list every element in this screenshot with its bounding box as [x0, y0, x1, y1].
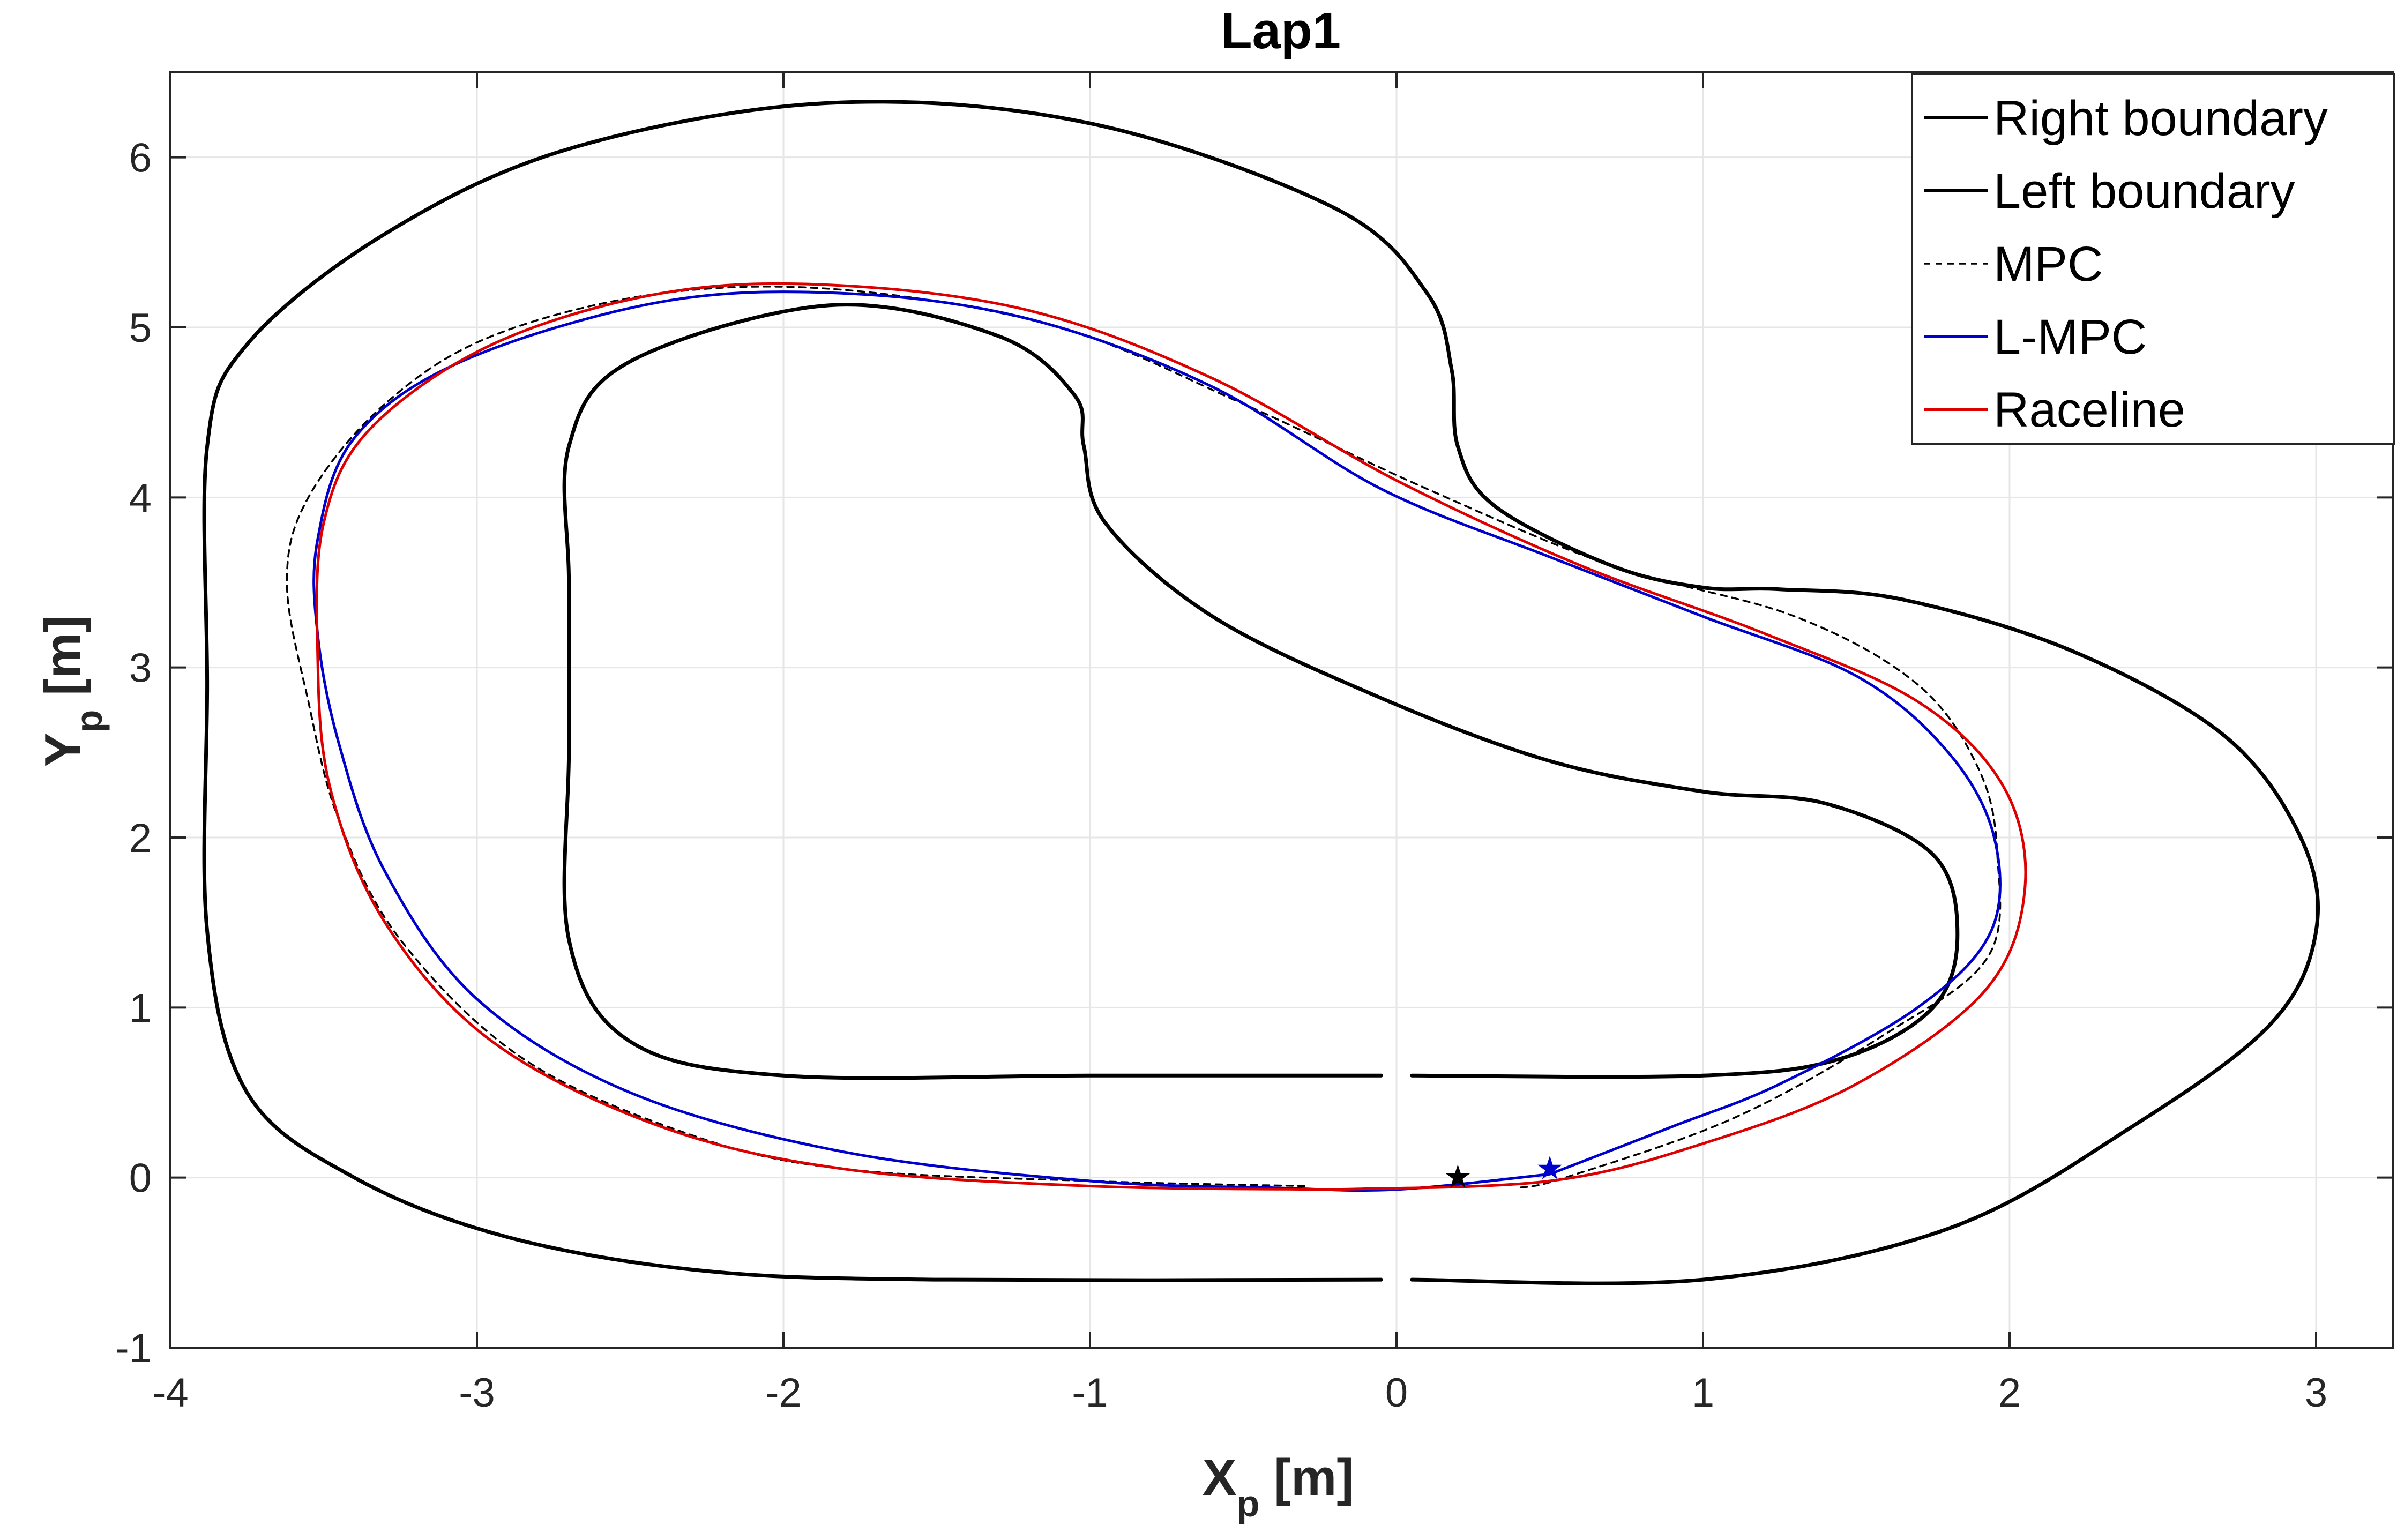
- x-tick-label: -2: [765, 1370, 802, 1416]
- y-tick-label: 0: [129, 1156, 152, 1201]
- x-tick-label: -1: [1072, 1370, 1108, 1416]
- y-tick-label: 5: [129, 305, 152, 351]
- series-line-left-boundary: [562, 303, 1960, 1080]
- x-tick-label: 0: [1385, 1370, 1408, 1416]
- x-axis-label: Xp [m]: [1203, 1449, 1354, 1524]
- legend-label-left-boundary: Left boundary: [1993, 164, 2295, 219]
- x-tick-label: 2: [1998, 1370, 2021, 1416]
- start-marker-black: ★: [1444, 1158, 1473, 1194]
- legend-label-mpc: MPC: [1993, 237, 2103, 291]
- chart-title: Lap1: [1221, 2, 1341, 59]
- legend-label-l-mpc: L-MPC: [1993, 310, 2147, 364]
- y-axis-label-unit: [m]: [34, 616, 92, 710]
- x-tick-label: 1: [1692, 1370, 1714, 1416]
- x-tick-label: -3: [459, 1370, 495, 1416]
- y-tick-label: 4: [129, 475, 152, 521]
- y-tick-label: 1: [129, 985, 152, 1031]
- y-axis-label-sub: p: [68, 710, 110, 733]
- series-line-raceline: [315, 282, 2027, 1191]
- x-axis-label-unit: [m]: [1259, 1449, 1354, 1506]
- x-axis-label-main: X: [1203, 1449, 1237, 1506]
- start-marker-blue: ★: [1535, 1150, 1564, 1186]
- series-line-right-boundary: [202, 100, 2320, 1285]
- y-axis-label: Yp [m]: [34, 616, 110, 767]
- series-line-l-mpc: [312, 290, 2002, 1192]
- x-axis-label-sub: p: [1237, 1483, 1260, 1524]
- y-axis-label-main: Y: [34, 732, 92, 767]
- marker-layer: ★ ★: [1444, 1150, 1564, 1195]
- legend-label-raceline: Raceline: [1993, 383, 2185, 437]
- y-tick-label: 6: [129, 136, 152, 181]
- series-layer: [202, 100, 2320, 1285]
- legend: Right boundary Left boundary MPC L-MPC Racel…: [1911, 73, 2395, 445]
- x-tick-label: -4: [152, 1370, 189, 1416]
- y-tick-label: -1: [115, 1326, 152, 1371]
- legend-box: [1911, 73, 2395, 445]
- tick-layer: -4 -3 -2 -1 0 1 2 3 -1 0 1 2 3 4 5 6: [115, 72, 2393, 1416]
- y-tick-label: 3: [129, 646, 152, 691]
- legend-label-right-boundary: Right boundary: [1993, 91, 2328, 146]
- x-tick-label: 3: [2305, 1370, 2327, 1416]
- axes-box: [169, 71, 2394, 1349]
- y-tick-label: 2: [129, 816, 152, 861]
